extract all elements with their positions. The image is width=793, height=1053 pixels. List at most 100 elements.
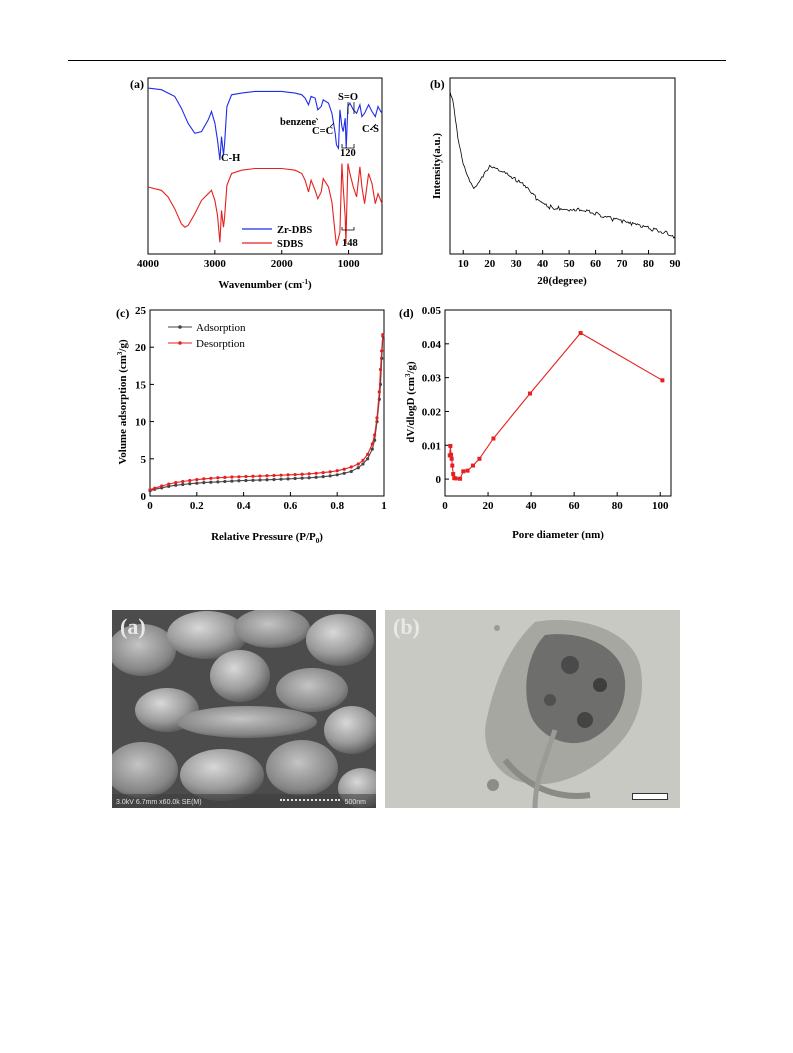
data-point [174, 483, 178, 487]
series-line-a-0 [147, 87, 383, 161]
legend-adsorption: Adsorption [196, 322, 246, 334]
annotation-benzene: benzene [280, 117, 317, 128]
series-line-d-0 [449, 332, 663, 480]
data-point [458, 476, 463, 481]
panel-b-label: (b) [430, 77, 445, 91]
data-point [244, 474, 248, 479]
data-point [251, 478, 255, 482]
x-tick-label: 0 [147, 500, 153, 512]
sem-info-text: 3.0kV 6.7mm x60.0k SE(M) [116, 799, 202, 806]
data-point [300, 472, 304, 476]
data-point [381, 332, 385, 337]
y-tick-label: 5 [141, 454, 147, 466]
data-point [370, 442, 374, 446]
data-point [216, 480, 220, 484]
data-point [361, 458, 365, 462]
data-point [293, 476, 297, 481]
data-point [375, 416, 379, 420]
data-point [660, 378, 665, 383]
data-point [373, 433, 377, 437]
data-point [449, 456, 454, 461]
data-point [361, 462, 365, 466]
data-point [349, 465, 353, 469]
x-tick-label: 50 [564, 258, 576, 270]
data-point [181, 479, 185, 484]
data-point [380, 349, 384, 353]
data-point [335, 469, 339, 473]
x-tick-label: 0 [442, 500, 448, 512]
data-point [377, 390, 381, 394]
data-point [148, 488, 152, 492]
data-point [202, 477, 206, 481]
legend-marker-adsorption [178, 325, 182, 329]
isotherm-y-axis-label: Volume adsorption (cm3/g) [116, 339, 129, 465]
data-point [314, 475, 318, 479]
x-tick-label: 60 [569, 500, 581, 512]
data-point [202, 481, 206, 485]
tem-panel-label: (b) [393, 614, 420, 639]
data-point [328, 474, 332, 478]
data-point [307, 472, 311, 476]
ftir-x-axis-label: Wavenumber (cm-1) [218, 278, 312, 291]
data-point [258, 478, 262, 482]
series-line-c-0 [149, 335, 384, 492]
data-point [328, 470, 332, 474]
data-point [244, 478, 248, 483]
xrd-x-axis-label: 2θ(degree) [537, 275, 587, 287]
sem-info-bar [112, 794, 376, 808]
data-point [491, 436, 496, 441]
data-point [258, 474, 262, 478]
data-point [216, 476, 220, 480]
data-point [528, 391, 533, 396]
data-point [286, 473, 290, 477]
x-tick-label: 0.8 [330, 500, 344, 512]
panel-a-label: (a) [130, 77, 144, 91]
data-point [370, 447, 374, 451]
sem-texture [112, 610, 376, 808]
data-point [174, 481, 178, 485]
y-tick-label: 0.03 [422, 373, 442, 385]
x-tick-label: 40 [526, 500, 538, 512]
data-point [265, 474, 269, 478]
data-point [335, 473, 339, 477]
data-point [223, 479, 227, 484]
x-tick-label: 2000 [271, 258, 294, 270]
x-tick-label: 70 [617, 258, 629, 270]
y-tick-label: 0.01 [422, 440, 441, 452]
sem-panel-label: (a) [120, 614, 146, 639]
data-point [265, 478, 269, 482]
y-tick-label: 15 [135, 379, 147, 391]
x-tick-label: 1000 [338, 258, 361, 270]
annotation-markers [315, 102, 377, 231]
data-point [461, 469, 466, 474]
x-tick-label: 30 [511, 258, 523, 270]
annotation-c-c: C=C [312, 126, 333, 137]
x-tick-label: 80 [612, 500, 624, 512]
data-point [230, 475, 234, 479]
legend-desorption: Desorption [196, 338, 245, 350]
data-point [349, 469, 353, 474]
annotation-s-o: S=O [338, 92, 358, 103]
data-point [300, 476, 304, 480]
x-tick-label: 20 [483, 500, 495, 512]
page-top-rule [68, 60, 726, 61]
data-point [465, 468, 470, 473]
pore-distribution-chart: (d) 0 20 40 60 80 100 0 0.01 0.02 0.03 0.04 0.05 dV… [399, 305, 672, 541]
data-point [153, 486, 157, 490]
xrd-y-axis-label: Intensity(a.u.) [431, 133, 443, 199]
data-point [293, 472, 297, 477]
data-point [209, 480, 213, 484]
data-point [342, 467, 346, 471]
data-point [230, 479, 234, 483]
data-point [237, 479, 241, 483]
legend-zr-dbs: Zr-DBS [277, 225, 312, 236]
ftir-chart: (a) 4000 3000 2000 1000 C-H benzene C=C S=O… [130, 77, 383, 291]
data-point [188, 478, 192, 483]
tem-scale-bar [632, 793, 668, 800]
data-point [321, 470, 325, 475]
data-point [314, 471, 318, 475]
x-tick-label: 20 [484, 258, 496, 270]
series-line-a-1 [147, 163, 383, 246]
y-tick-label: 10 [135, 417, 147, 429]
data-point [167, 482, 171, 486]
